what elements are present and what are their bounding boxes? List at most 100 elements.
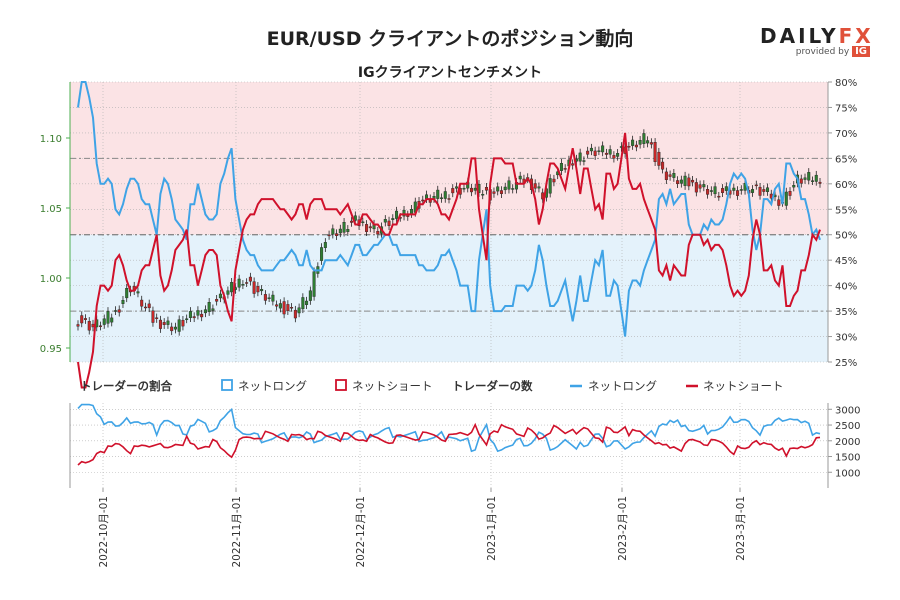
candle-body (353, 215, 357, 221)
candle-body (469, 187, 473, 193)
right-tick-label: 40% (835, 282, 857, 293)
candle-body (117, 309, 121, 313)
candle-body (496, 186, 500, 192)
candle-body (410, 209, 414, 214)
candle-body (451, 188, 455, 194)
candle-body (589, 147, 593, 152)
candle-body (586, 150, 590, 155)
candle-body (762, 189, 766, 192)
candle-body (608, 149, 612, 155)
candle-body (597, 150, 601, 152)
candle-body (758, 186, 762, 196)
candle-body (807, 172, 811, 181)
candle-body (612, 155, 616, 159)
candle-body (604, 152, 608, 155)
candle-body (256, 286, 260, 293)
candle-body (571, 163, 575, 166)
candle-body (578, 152, 582, 162)
right-tick-label: 55% (835, 205, 857, 216)
legend-ratio-title: トレーダーの割合 (80, 379, 172, 393)
candle-body (271, 294, 275, 302)
legend-ratio-long-swatch (221, 379, 233, 391)
legend-count-title: トレーダーの数 (452, 379, 533, 393)
candle-body (215, 298, 219, 302)
candle-body (649, 142, 653, 145)
candle-body (683, 175, 687, 186)
candle-body (230, 282, 234, 293)
candle-body (102, 318, 106, 325)
candle-body (447, 198, 451, 200)
sub-right-tick-label: 3000 (835, 405, 860, 416)
candle-body (484, 186, 488, 191)
net-short-count-line (77, 422, 821, 466)
candle-body (679, 179, 683, 184)
candle-body (387, 220, 391, 226)
legend-ratio-short: ネットショート (352, 379, 433, 393)
candle-body (511, 188, 515, 190)
candle-body (121, 300, 125, 304)
candle-body (777, 199, 781, 206)
candle-body (245, 282, 249, 284)
candle-body (462, 187, 466, 190)
right-tick-label: 70% (835, 129, 857, 140)
candle-body (638, 140, 642, 145)
candle-body (814, 174, 818, 182)
right-tick-label: 35% (835, 307, 857, 318)
candle-body (668, 174, 672, 177)
candle-body (143, 306, 147, 309)
candle-body (312, 271, 316, 297)
candle-body (792, 185, 796, 188)
left-tick-label: 0.95 (40, 344, 62, 355)
candle-body (818, 181, 822, 184)
sub-right-tick-label: 1500 (835, 453, 860, 464)
candle-body (331, 228, 335, 235)
x-tick-label: 2023-2月-01 (617, 496, 629, 561)
candle-body (136, 291, 140, 294)
candle-body (593, 150, 597, 156)
candle-body (694, 182, 698, 193)
candle-body (286, 304, 290, 311)
candle-body (653, 142, 657, 163)
right-tick-label: 25% (835, 358, 857, 369)
candle-body (346, 229, 350, 232)
candle-body (492, 191, 496, 194)
sub-right-tick-label: 2000 (835, 437, 860, 448)
candle-body (155, 317, 159, 319)
ig-logo: IG (852, 46, 870, 57)
left-tick-label: 1.10 (40, 134, 62, 145)
candle-body (241, 284, 245, 286)
candle-body (140, 299, 144, 307)
candle-body (147, 303, 151, 309)
candle-body (616, 153, 620, 157)
candle-body (237, 278, 241, 288)
candle-body (751, 189, 755, 193)
candle-body (661, 161, 665, 170)
candle-body (503, 186, 507, 191)
candle-body (533, 183, 537, 189)
candle-body (297, 307, 301, 314)
candle-body (290, 307, 294, 309)
candle-body (402, 209, 406, 217)
dailyfx-logo: DAILYFX provided by IG (760, 24, 871, 57)
candle-body (263, 294, 267, 301)
candle-body (218, 293, 222, 299)
candle-body (646, 140, 650, 144)
candle-body (196, 310, 200, 316)
candle-body (799, 178, 803, 184)
candle-body (664, 171, 668, 180)
net-short-line (77, 132, 821, 389)
candle-body (338, 228, 342, 234)
candle-body (784, 191, 788, 206)
candle-body (192, 316, 196, 319)
right-tick-label: 50% (835, 231, 857, 242)
candle-body (98, 325, 102, 327)
candle-body (226, 290, 230, 295)
candle-body (365, 224, 369, 232)
candle-body (162, 322, 166, 325)
candle-body (335, 233, 339, 236)
right-tick-label: 75% (835, 103, 857, 114)
candle-body (657, 151, 661, 166)
candle-body (732, 187, 736, 191)
candle-body (559, 162, 563, 171)
